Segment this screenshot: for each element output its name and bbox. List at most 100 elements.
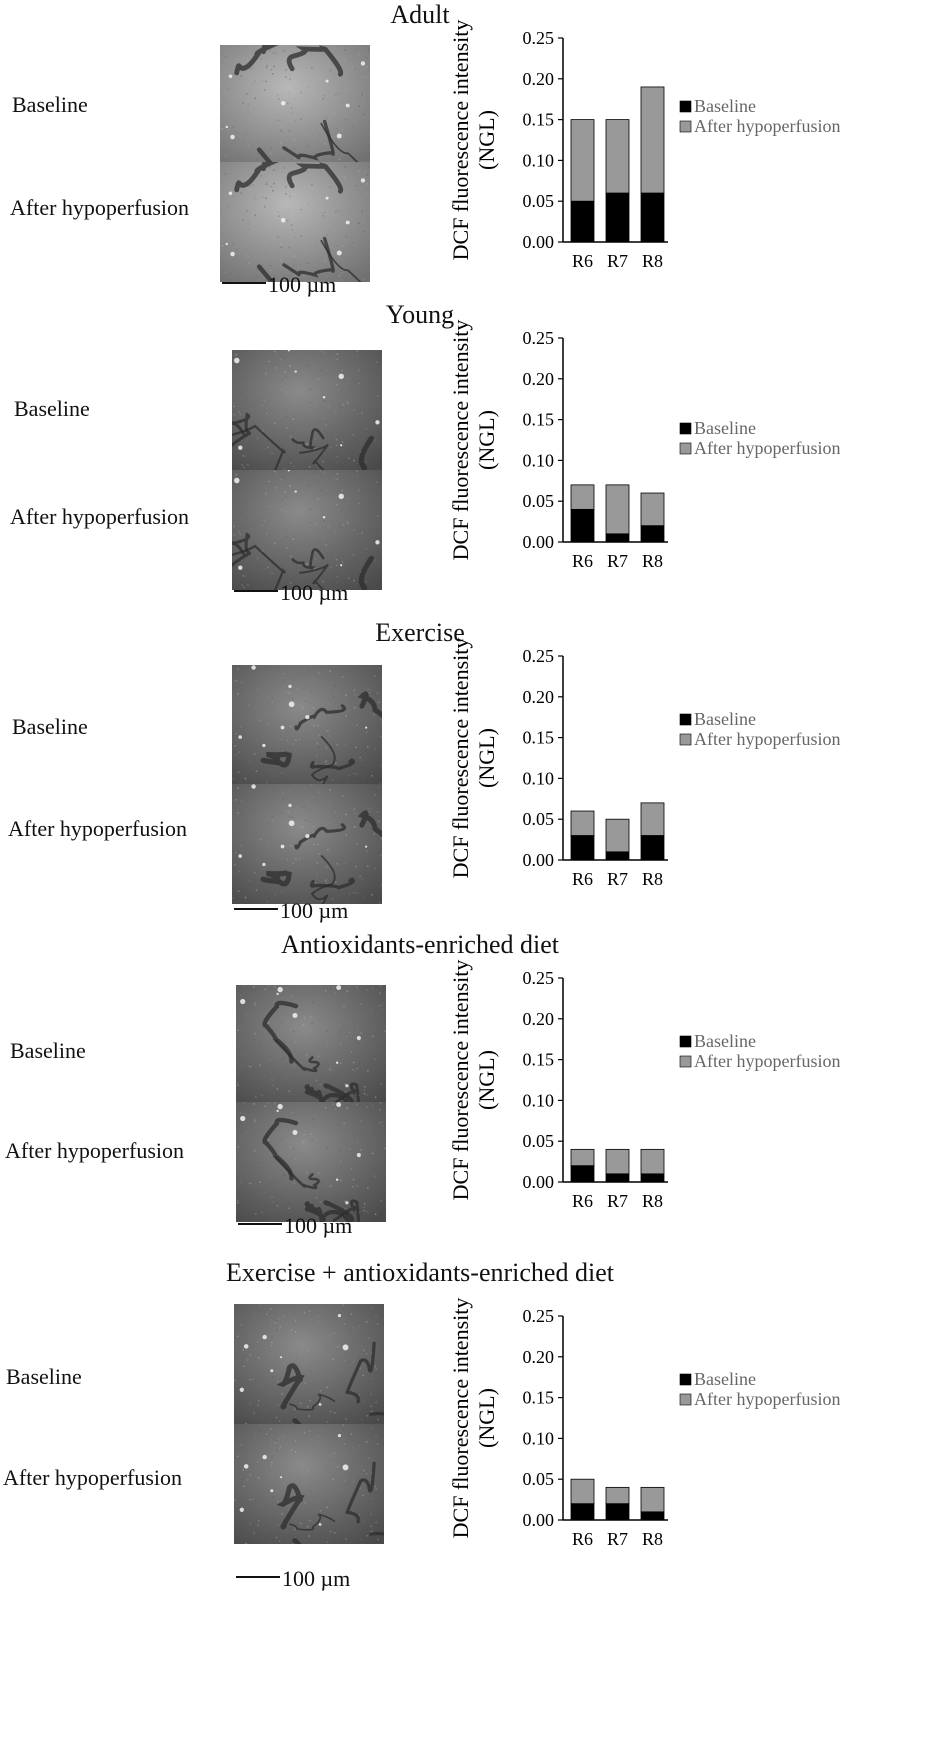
x-tick-label: R6	[572, 1191, 593, 1211]
panel-title: Antioxidants-enriched diet	[281, 930, 559, 959]
bar-chart: DCF fluorescence intensity(NGL) 0.00 0.05 0…	[448, 638, 840, 889]
bar-baseline	[570, 1165, 595, 1183]
bar-baseline	[605, 533, 630, 543]
y-tick-label: 0.15	[523, 1050, 555, 1070]
y-tick-label: 0.10	[523, 450, 555, 470]
scale-bar-label: 100 µm	[282, 1566, 351, 1591]
y-tick-label: 0.25	[523, 646, 555, 666]
y-tick-label: 0.25	[523, 968, 555, 988]
baseline-label: Baseline	[6, 1364, 82, 1389]
x-tick-label: R7	[607, 869, 628, 889]
bar-after-hypoperfusion	[605, 1486, 630, 1505]
y-tick-label: 0.20	[523, 1347, 555, 1367]
y-tick-label: 0.00	[523, 532, 555, 552]
scale-bar-line	[234, 907, 278, 910]
bar-baseline	[570, 1503, 595, 1521]
y-tick-label: 0.20	[523, 1009, 555, 1029]
bar-after-hypoperfusion	[605, 1148, 630, 1175]
bar-baseline	[640, 1173, 665, 1183]
scale-bar: 100 µm	[236, 1566, 350, 1592]
y-tick-label: 0.10	[523, 150, 555, 170]
baseline-micrograph	[232, 665, 382, 785]
baseline-label: Baseline	[12, 92, 88, 117]
y-tick-label: 0.00	[523, 1510, 555, 1530]
x-tick-label: R7	[607, 551, 628, 571]
panel-2: Young Baseline After hypoperfusion 100 µm DC…	[0, 300, 931, 618]
legend-label: Baseline	[694, 96, 756, 116]
after-hypoperfusion-micrograph	[234, 1424, 384, 1544]
y-tick-label: 0.20	[523, 69, 555, 89]
baseline-micrograph	[232, 350, 382, 470]
bar-baseline	[570, 835, 595, 861]
bar-baseline	[640, 192, 665, 243]
y-tick-label: 0.10	[523, 1090, 555, 1110]
scale-bar-label: 100 µm	[284, 1213, 353, 1238]
y-tick-label: 0.00	[523, 232, 555, 252]
legend-swatch	[679, 1373, 692, 1386]
after-hypoperfusion-micrograph	[236, 1102, 386, 1222]
bar-baseline	[605, 192, 630, 243]
y-tick-label: 0.25	[523, 1306, 555, 1326]
bar-after-hypoperfusion	[640, 1486, 665, 1513]
y-tick-label: 0.25	[523, 28, 555, 48]
x-tick-label: R7	[607, 251, 628, 271]
x-tick-label: R8	[642, 1529, 663, 1549]
after-hypoperfusion-micrograph	[232, 784, 382, 904]
scale-bar-line	[236, 1575, 280, 1578]
y-tick-label: 0.00	[523, 1172, 555, 1192]
y-axis-label: DCF fluorescence intensity(NGL)	[448, 320, 499, 561]
scale-bar-label: 100 µm	[268, 272, 337, 297]
legend-label: Baseline	[694, 1369, 756, 1389]
after-hypoperfusion-micrograph	[220, 162, 370, 282]
legend-swatch	[679, 713, 692, 726]
bar-baseline	[605, 1503, 630, 1521]
y-tick-label: 0.20	[523, 687, 555, 707]
bar-baseline	[640, 525, 665, 543]
panel-3: Exercise Baseline After hypoperfusion 100 µ…	[0, 618, 931, 930]
panel-title: Adult	[390, 0, 450, 29]
after-hypoperfusion-label: After hypoperfusion	[3, 1465, 183, 1490]
scale-bar: 100 µm	[222, 272, 336, 298]
x-tick-label: R6	[572, 551, 593, 571]
legend-swatch	[679, 1393, 692, 1406]
bar-chart: DCF fluorescence intensity(NGL) 0.00 0.05 0…	[448, 1298, 840, 1549]
scale-bar: 100 µm	[234, 580, 348, 606]
chart-container: DCF fluorescence intensity(NGL) 0.00 0.05 0…	[448, 940, 888, 1245]
panel-title: Exercise + antioxidants-enriched diet	[226, 1258, 614, 1287]
bar-after-hypoperfusion	[570, 484, 595, 510]
legend-label: Baseline	[694, 709, 756, 729]
bar-after-hypoperfusion	[605, 484, 630, 535]
bar-chart: DCF fluorescence intensity(NGL) 0.00 0.05 0…	[448, 960, 840, 1211]
bar-after-hypoperfusion	[570, 1478, 595, 1505]
after-hypoperfusion-label: After hypoperfusion	[5, 1138, 185, 1163]
x-tick-label: R6	[572, 869, 593, 889]
legend-swatch	[679, 1055, 692, 1068]
bar-after-hypoperfusion	[640, 492, 665, 527]
bar-chart: DCF fluorescence intensity(NGL) 0.00 0.05 0…	[448, 20, 840, 271]
y-tick-label: 0.05	[523, 1131, 555, 1151]
y-axis-label: DCF fluorescence intensity(NGL)	[448, 1298, 499, 1539]
bar-after-hypoperfusion	[570, 119, 595, 202]
bar-baseline	[605, 851, 630, 861]
chart-container: DCF fluorescence intensity(NGL) 0.00 0.05 0…	[448, 300, 888, 605]
legend-label: After hypoperfusion	[694, 438, 840, 458]
y-tick-label: 0.20	[523, 369, 555, 389]
bar-baseline	[570, 200, 595, 243]
bar-after-hypoperfusion	[640, 802, 665, 836]
y-axis-label: DCF fluorescence intensity(NGL)	[448, 960, 499, 1201]
y-tick-label: 0.15	[523, 1388, 555, 1408]
x-tick-label: R7	[607, 1529, 628, 1549]
bar-after-hypoperfusion	[570, 1148, 595, 1167]
y-axis-label: DCF fluorescence intensity(NGL)	[448, 638, 499, 879]
y-tick-label: 0.25	[523, 328, 555, 348]
x-tick-label: R8	[642, 1191, 663, 1211]
bar-after-hypoperfusion	[605, 119, 630, 194]
x-tick-label: R6	[572, 1529, 593, 1549]
baseline-label: Baseline	[12, 714, 88, 739]
panel-1: Adult Baseline After hypoperfusion 100 µm DC…	[0, 0, 931, 300]
baseline-micrograph	[234, 1304, 384, 1424]
bar-chart: DCF fluorescence intensity(NGL) 0.00 0.05 0…	[448, 320, 840, 571]
panel-4: Antioxidants-enriched diet Baseline After …	[0, 930, 931, 1258]
legend-swatch	[679, 100, 692, 113]
legend-label: After hypoperfusion	[694, 729, 840, 749]
